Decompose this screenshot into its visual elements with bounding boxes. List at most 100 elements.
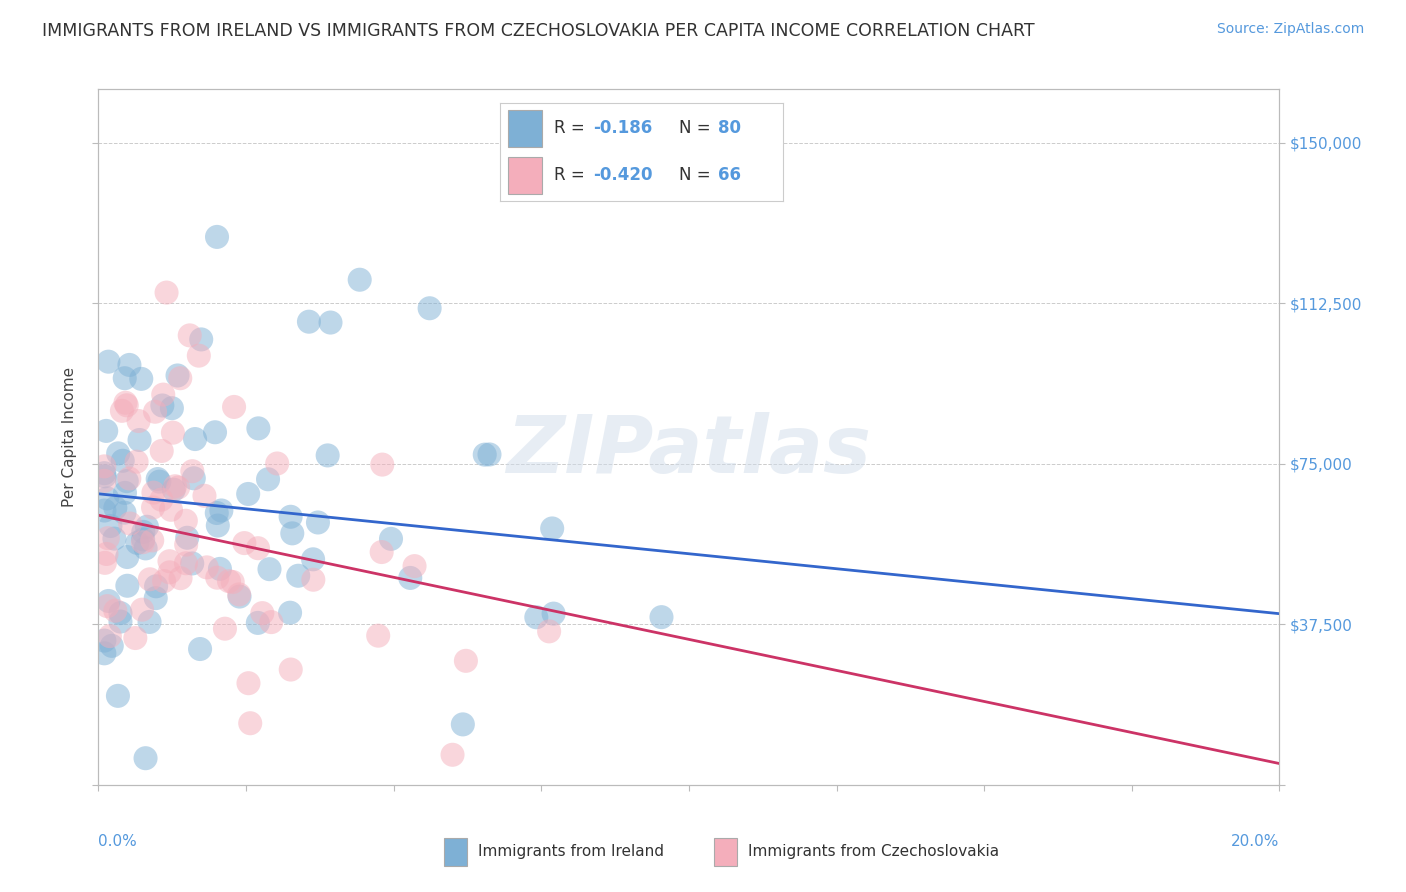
Point bbox=[93, 646, 115, 660]
Point bbox=[538, 624, 561, 639]
Point bbox=[111, 404, 134, 418]
Point bbox=[316, 449, 339, 463]
Point bbox=[399, 571, 422, 585]
Point bbox=[127, 536, 149, 550]
Point bbox=[129, 372, 152, 386]
Point bbox=[166, 368, 188, 383]
Point bbox=[115, 474, 138, 488]
Point bbox=[179, 328, 201, 343]
Point bbox=[132, 524, 155, 539]
Point bbox=[257, 472, 280, 486]
Point bbox=[207, 571, 229, 585]
Point bbox=[454, 654, 477, 668]
Point bbox=[278, 606, 301, 620]
Point bbox=[128, 414, 150, 428]
Point bbox=[162, 425, 184, 440]
Point bbox=[163, 483, 186, 497]
Point bbox=[142, 500, 165, 515]
Point bbox=[247, 421, 270, 435]
Point bbox=[114, 371, 136, 385]
Point bbox=[118, 471, 141, 485]
Point bbox=[115, 549, 138, 564]
Point bbox=[169, 571, 191, 585]
Point bbox=[110, 606, 132, 620]
Text: ZIPatlas: ZIPatlas bbox=[506, 412, 872, 490]
Point bbox=[93, 474, 115, 488]
Point bbox=[103, 532, 125, 546]
Point bbox=[159, 554, 181, 568]
Point bbox=[111, 454, 134, 468]
Point bbox=[97, 531, 120, 545]
Text: IMMIGRANTS FROM IRELAND VS IMMIGRANTS FROM CZECHOSLOVAKIA PER CAPITA INCOME CORR: IMMIGRANTS FROM IRELAND VS IMMIGRANTS FR… bbox=[42, 22, 1035, 40]
Point bbox=[155, 285, 177, 300]
Point bbox=[97, 354, 120, 368]
Point bbox=[138, 615, 160, 629]
Point bbox=[302, 552, 325, 566]
Text: Immigrants from Ireland: Immigrants from Ireland bbox=[478, 845, 664, 859]
Point bbox=[174, 514, 197, 528]
Point bbox=[114, 506, 136, 520]
Point bbox=[205, 506, 228, 520]
Point bbox=[136, 520, 159, 534]
Point bbox=[218, 574, 240, 589]
Point bbox=[188, 642, 211, 657]
Point bbox=[307, 516, 329, 530]
Point bbox=[160, 401, 183, 416]
Point bbox=[247, 541, 270, 556]
Point bbox=[142, 485, 165, 500]
Point bbox=[174, 538, 197, 552]
Point bbox=[93, 633, 115, 648]
Point bbox=[349, 273, 371, 287]
Point bbox=[195, 560, 218, 574]
Point bbox=[152, 387, 174, 401]
Point bbox=[135, 541, 157, 556]
Point bbox=[115, 398, 138, 412]
Point bbox=[117, 579, 139, 593]
Point bbox=[153, 574, 176, 588]
Point bbox=[233, 536, 256, 550]
FancyBboxPatch shape bbox=[444, 838, 467, 866]
Point bbox=[370, 545, 392, 559]
Point bbox=[143, 405, 166, 419]
Point bbox=[159, 566, 181, 580]
Point bbox=[650, 610, 672, 624]
Point bbox=[131, 602, 153, 616]
Point bbox=[96, 599, 118, 614]
Point bbox=[146, 472, 169, 486]
Point bbox=[107, 446, 129, 460]
Point bbox=[367, 629, 389, 643]
Point bbox=[208, 562, 231, 576]
Point bbox=[280, 509, 302, 524]
Point bbox=[222, 400, 245, 414]
Point bbox=[204, 425, 226, 440]
Point bbox=[94, 556, 117, 570]
Text: 0.0%: 0.0% bbox=[98, 834, 138, 848]
Point bbox=[302, 573, 325, 587]
Point bbox=[93, 466, 115, 480]
Y-axis label: Per Capita Income: Per Capita Income bbox=[62, 367, 77, 508]
Point bbox=[100, 639, 122, 653]
Point bbox=[120, 516, 142, 531]
Point bbox=[104, 604, 127, 618]
Point bbox=[167, 481, 190, 495]
Point bbox=[145, 579, 167, 593]
Point bbox=[150, 399, 173, 413]
Point bbox=[107, 689, 129, 703]
Point bbox=[246, 615, 269, 630]
Point bbox=[93, 459, 115, 474]
Point bbox=[228, 587, 250, 601]
Point bbox=[214, 622, 236, 636]
Point bbox=[266, 457, 288, 471]
FancyBboxPatch shape bbox=[714, 838, 737, 866]
Point bbox=[125, 455, 148, 469]
Point bbox=[135, 751, 157, 765]
Point bbox=[128, 433, 150, 447]
Point bbox=[252, 606, 274, 620]
Point bbox=[478, 447, 501, 461]
Point bbox=[184, 432, 207, 446]
Point bbox=[93, 469, 115, 483]
Point bbox=[100, 519, 122, 533]
Point bbox=[451, 717, 474, 731]
Point bbox=[259, 562, 281, 576]
Point bbox=[281, 526, 304, 541]
